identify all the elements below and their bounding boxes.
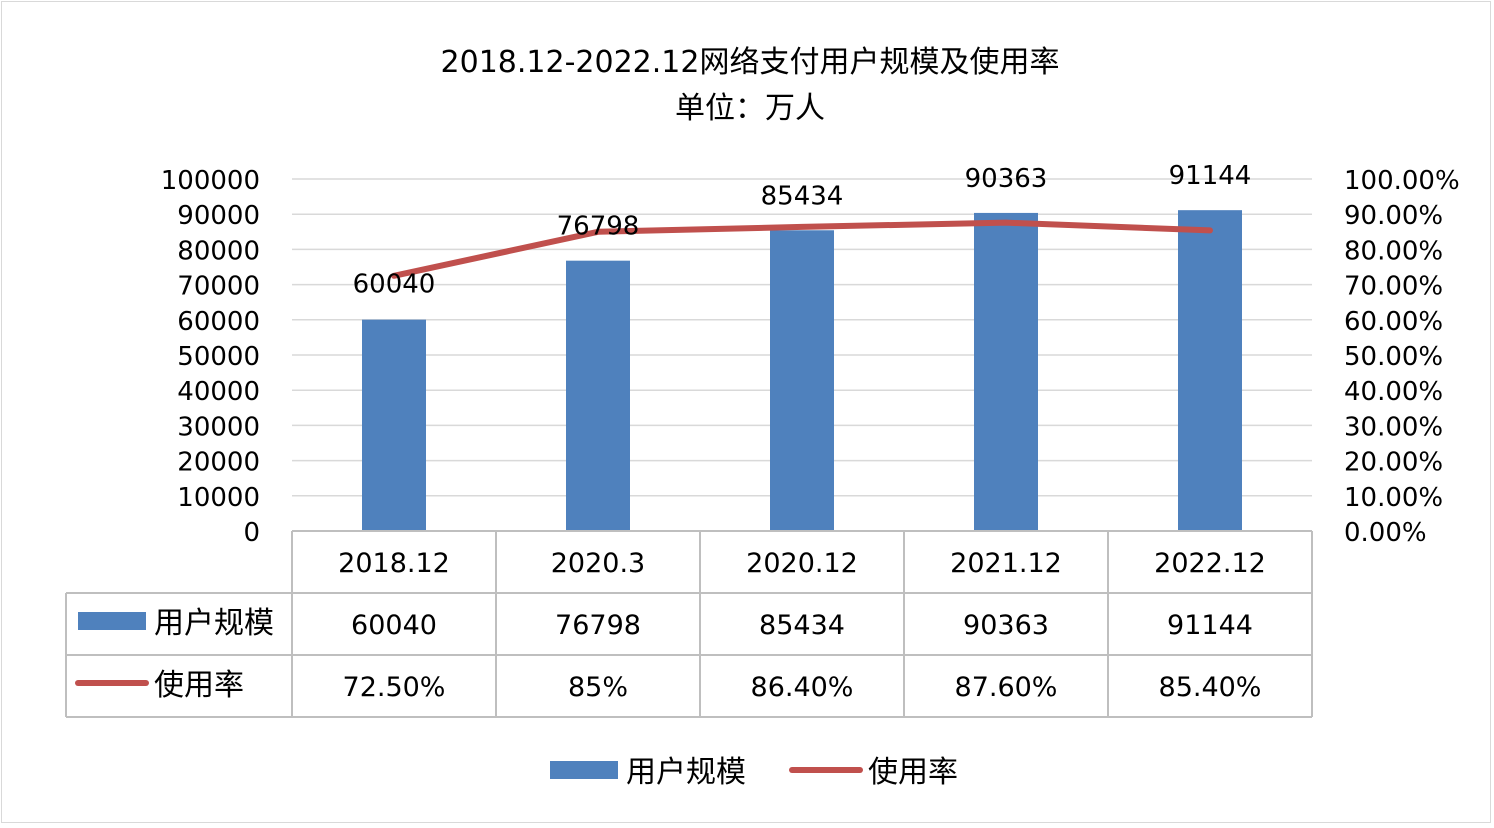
- table-cell: 72.50%: [343, 672, 446, 703]
- left-tick-label: 50000: [177, 342, 260, 372]
- bar: [1178, 210, 1242, 531]
- chart-subtitle: 单位：万人: [675, 91, 825, 126]
- x-tick-label: 2018.12: [338, 548, 450, 579]
- left-tick-label: 30000: [177, 412, 260, 442]
- table-bar-key: [78, 612, 146, 630]
- table-cell: 85%: [568, 672, 628, 703]
- right-tick-label: 20.00%: [1344, 448, 1443, 478]
- table-cell: 85434: [759, 610, 845, 641]
- table-row-label: 用户规模: [154, 606, 274, 641]
- left-tick-label: 80000: [177, 236, 260, 266]
- bar-data-label: 60040: [353, 270, 436, 300]
- bar: [362, 320, 426, 531]
- table-cell: 91144: [1167, 610, 1253, 641]
- x-tick-label: 2022.12: [1154, 548, 1266, 579]
- left-tick-label: 70000: [177, 272, 260, 302]
- right-tick-label: 90.00%: [1344, 201, 1443, 231]
- left-tick-label: 90000: [177, 201, 260, 231]
- right-tick-label: 70.00%: [1344, 272, 1443, 302]
- table-row-label: 使用率: [154, 668, 244, 703]
- bar: [770, 230, 834, 531]
- data-table: 2018.12 2020.3 2020.12 2021.12 2022.12 用户规模 60…: [66, 531, 1312, 717]
- x-tick-label: 2020.3: [551, 548, 645, 579]
- right-tick-label: 100.00%: [1344, 166, 1460, 196]
- table-cell: 76798: [555, 610, 641, 641]
- right-tick-label: 60.00%: [1344, 307, 1443, 337]
- right-tick-label: 0.00%: [1344, 518, 1427, 548]
- left-axis-ticks: 0 10000 20000 30000 40000 50000 60000 70000 8000…: [161, 166, 260, 548]
- bar-data-label: 91144: [1169, 161, 1252, 191]
- left-tick-label: 10000: [177, 483, 260, 513]
- chart-title: 2018.12-2022.12网络支付用户规模及使用率: [441, 45, 1060, 80]
- table-cell: 90363: [963, 610, 1049, 641]
- table-cell: 60040: [351, 610, 437, 641]
- right-axis-ticks: 0.00% 10.00% 20.00% 30.00% 40.00% 50.00% 60.00…: [1344, 166, 1460, 548]
- right-tick-label: 10.00%: [1344, 483, 1443, 513]
- x-tick-label: 2020.12: [746, 548, 858, 579]
- left-tick-label: 40000: [177, 377, 260, 407]
- bar-series: [362, 210, 1242, 531]
- legend-bar-swatch: [550, 761, 618, 779]
- bar-data-label: 85434: [761, 181, 844, 211]
- bar-data-label: 90363: [965, 164, 1048, 194]
- legend-label: 用户规模: [626, 755, 746, 790]
- legend: 用户规模 使用率: [550, 755, 958, 790]
- table-cell: 87.60%: [955, 672, 1058, 703]
- legend-label: 使用率: [868, 755, 958, 790]
- table-cell: 85.40%: [1159, 672, 1262, 703]
- right-tick-label: 40.00%: [1344, 377, 1443, 407]
- left-tick-label: 20000: [177, 448, 260, 478]
- bar-data-label: 76798: [557, 212, 640, 242]
- right-tick-label: 30.00%: [1344, 412, 1443, 442]
- right-tick-label: 50.00%: [1344, 342, 1443, 372]
- table-cell: 86.40%: [751, 672, 854, 703]
- bar: [566, 261, 630, 531]
- right-tick-label: 80.00%: [1344, 236, 1443, 266]
- left-tick-label: 60000: [177, 307, 260, 337]
- left-tick-label: 100000: [161, 166, 260, 196]
- left-tick-label: 0: [243, 518, 260, 548]
- x-tick-label: 2021.12: [950, 548, 1062, 579]
- bar: [974, 213, 1038, 531]
